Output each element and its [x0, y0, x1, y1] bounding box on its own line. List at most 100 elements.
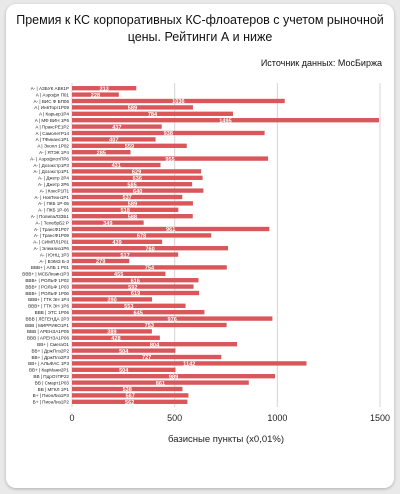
- category-label: BB | МГКЛ 1Р1: [38, 387, 70, 392]
- bar: [72, 226, 270, 232]
- data-label: 349: [103, 221, 112, 227]
- category-label: A- | Дозэкстр1Р3: [33, 163, 69, 168]
- data-label: 619: [131, 291, 140, 297]
- bar: [72, 335, 160, 340]
- bar: [72, 265, 227, 270]
- category-label: BBB+ | РОЛЬФ 1Р06: [25, 291, 69, 296]
- category-label: BBB | АРЕНЗА1Р05: [27, 329, 69, 334]
- category-label: BB | ПдрОтПР22: [33, 374, 69, 379]
- category-label: BBB+ | ГТК ЭН 1Р4: [28, 297, 69, 302]
- bar: [72, 284, 194, 289]
- bar: [72, 233, 212, 238]
- category-label: BBB+ | РОЛЬФ 1Р02: [25, 278, 69, 283]
- category-label: BB | Смарт1Р03: [35, 380, 70, 385]
- bar: [72, 361, 307, 366]
- data-label: 784: [148, 112, 158, 118]
- bar: [72, 252, 179, 257]
- data-label: 588: [128, 214, 137, 220]
- bar: [72, 130, 265, 136]
- bar: [72, 98, 285, 104]
- chart-card: [6, 4, 394, 488]
- category-label: BBB | АРЕНЗА1Р06: [27, 336, 69, 341]
- bar: [72, 201, 193, 206]
- category-label: A- | ПолипаЛ3ЗБ1: [31, 214, 70, 219]
- data-label: 517: [120, 253, 129, 259]
- data-label: 390: [107, 298, 116, 304]
- bar: [72, 207, 179, 212]
- bar: [72, 297, 153, 302]
- x-tick-labels: 0 500 1000 1500: [69, 413, 390, 423]
- gridlines: [71, 83, 381, 407]
- bar: [72, 105, 193, 110]
- category-label: A | Карьер1Р4: [39, 112, 69, 117]
- category-label: A- | ЯТЭК 1Р4: [39, 150, 69, 155]
- bar: [72, 322, 227, 328]
- bar: [72, 246, 229, 251]
- x-tick-label: 500: [167, 413, 182, 423]
- data-label: 504: [119, 349, 129, 355]
- data-label: 989: [169, 374, 178, 380]
- source-note: Источник данных: МосБиржа: [260, 58, 382, 68]
- data-label: 955: [165, 157, 174, 163]
- data-label: 592: [128, 285, 137, 291]
- category-label: A- | ТрансФ1Р07: [34, 227, 69, 232]
- data-label: 804: [150, 342, 160, 348]
- data-label: 537: [122, 195, 131, 201]
- bar: [72, 258, 130, 264]
- category-label: BB+ | ДржПлз2Р3: [31, 355, 69, 360]
- category-label: A | Экопл 1Р02: [37, 144, 69, 149]
- bar: [72, 316, 273, 321]
- bar: [72, 175, 203, 180]
- bar: [72, 86, 137, 91]
- data-label: 1495: [219, 118, 231, 124]
- category-label: BBB | ЭТС 1Р06: [35, 310, 70, 315]
- data-label: 629: [132, 170, 141, 176]
- bar: [72, 310, 205, 315]
- category-label: A- | СИМПЛ1Р01: [33, 240, 69, 245]
- category-label: BBB+ | АЛБ 1 Р01: [31, 265, 70, 270]
- data-label: 753: [145, 323, 154, 329]
- bar: [72, 374, 276, 379]
- category-label: BBB+ | РОЛЬФ 1Р03: [25, 284, 69, 289]
- bar: [72, 143, 187, 148]
- data-label: 616: [131, 278, 140, 284]
- data-label: 567: [126, 394, 135, 400]
- data-label: 976: [168, 317, 177, 323]
- category-label: BBB | МИРРИКО1Р1: [25, 323, 69, 328]
- data-label: 455: [114, 272, 123, 278]
- bar: [72, 214, 193, 219]
- bar: [72, 239, 163, 244]
- category-label: A- | ТрансФ1Р09: [34, 233, 69, 238]
- data-label: 553: [124, 304, 133, 310]
- data-label: 407: [109, 138, 118, 144]
- x-tick-label: 0: [69, 413, 74, 423]
- data-label: 678: [137, 234, 146, 240]
- bar: [72, 118, 379, 123]
- bar: [72, 188, 204, 193]
- category-label: A- | Дозэкстр1Р1: [33, 169, 69, 174]
- chart-title: Премия к КС корпоративных КС-флоатеров с…: [16, 13, 384, 44]
- data-label: 439: [112, 240, 121, 246]
- data-label: 1142: [183, 362, 195, 368]
- bar: [72, 399, 188, 404]
- category-label: B+ | ПионЛиз1Р2: [33, 400, 70, 405]
- data-label: 285: [97, 150, 106, 156]
- data-label: 589: [128, 106, 137, 112]
- category-label: A- | АэрофлотПР6: [30, 156, 69, 161]
- data-label: 760: [145, 246, 154, 252]
- category-label: A- | Джетр 2Р4: [38, 176, 69, 181]
- category-label: A | СамолетР14: [36, 131, 70, 136]
- data-label: 431: [112, 163, 121, 169]
- bar: [72, 182, 193, 187]
- category-label: BBB+ | МСБЛизин1Р3: [22, 272, 69, 277]
- category-label: A- | ЮНЦ 1Р3: [40, 252, 70, 257]
- data-label: 504: [119, 368, 129, 374]
- data-label: 961: [166, 227, 175, 233]
- data-label: 228: [91, 93, 100, 99]
- data-label: 389: [107, 330, 116, 336]
- category-label: A- | КоксР1П1: [40, 188, 70, 193]
- category-label: BBB | ЛЕГЕНДА 2Р3: [25, 316, 69, 321]
- bar: [72, 271, 166, 276]
- data-label: 437: [112, 125, 121, 131]
